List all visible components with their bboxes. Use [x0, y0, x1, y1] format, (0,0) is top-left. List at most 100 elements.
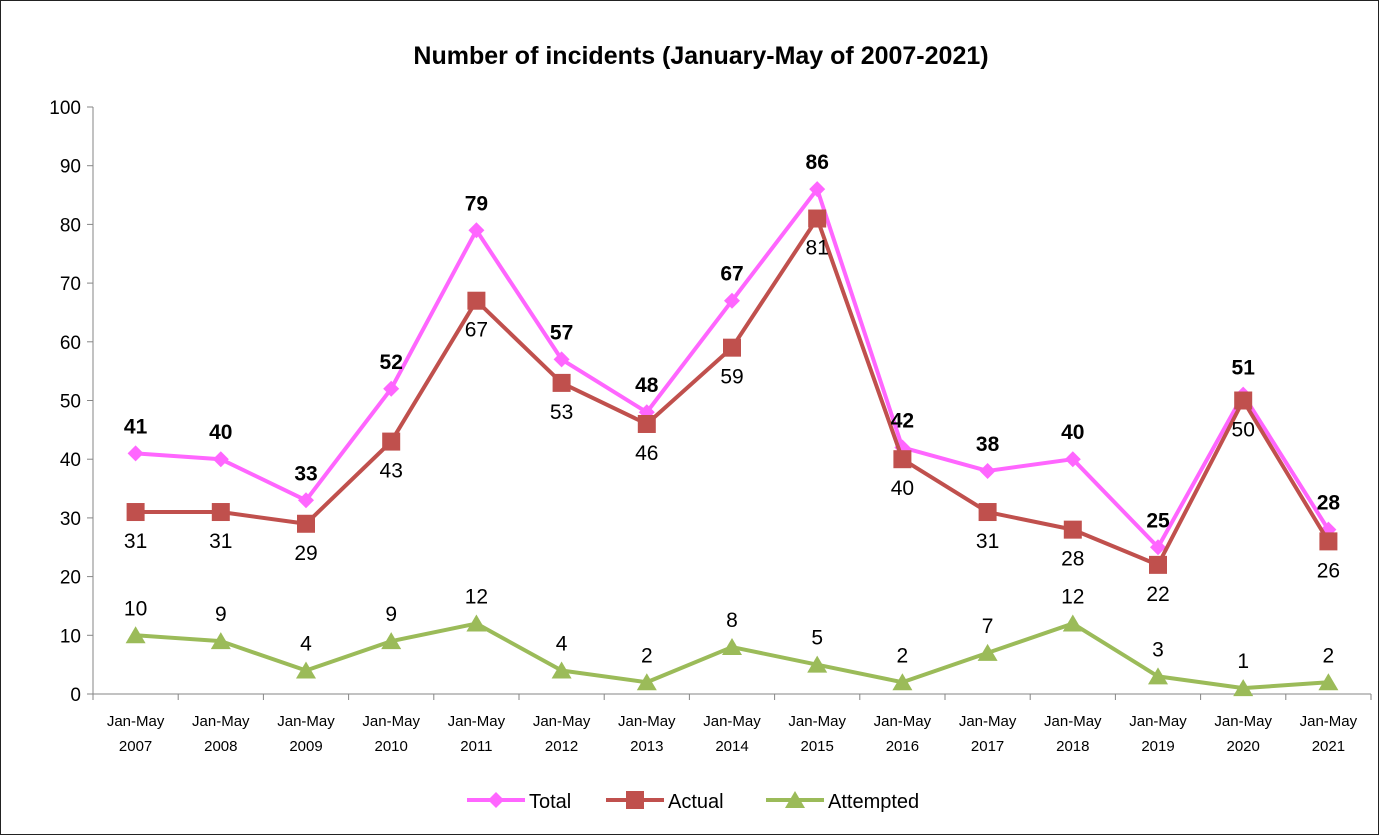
- attempted-point: [1062, 614, 1083, 632]
- chart-title: Number of incidents (January-May of 2007…: [413, 42, 988, 70]
- actual-data-label: 50: [1232, 419, 1255, 442]
- x-tick-label: Jan-May 2018: [1044, 713, 1102, 755]
- legend-label: Attempted: [828, 791, 919, 813]
- attempted-point: [807, 655, 828, 673]
- actual-point: [211, 503, 230, 522]
- attempted-point: [892, 673, 913, 691]
- actual-data-label: 31: [976, 530, 999, 553]
- actual-point: [297, 514, 315, 533]
- actual-data-label: 40: [891, 477, 914, 500]
- attempted-data-label: 4: [556, 633, 568, 656]
- total-data-label: 57: [550, 321, 573, 344]
- total-data-label: 51: [1232, 357, 1256, 380]
- actual-data-label: 22: [1146, 583, 1169, 606]
- legend-label: Total: [529, 791, 571, 813]
- x-tick-label: Jan-May 2012: [533, 713, 591, 755]
- actual-data-label: 26: [1317, 559, 1340, 582]
- total-data-label: 40: [1061, 421, 1084, 444]
- attempted-data-label: 9: [215, 603, 227, 626]
- total-data-label: 86: [806, 151, 829, 174]
- legend-label: Actual: [668, 791, 724, 813]
- y-tick-label: 40: [60, 450, 81, 471]
- x-tick-label: Jan-May 2021: [1300, 713, 1358, 755]
- actual-data-label: 53: [550, 401, 573, 424]
- attempted-point: [636, 673, 657, 691]
- legend: Total Actual Attempted: [467, 791, 919, 813]
- attempted-data-label: 9: [385, 603, 397, 626]
- y-tick-label: 80: [60, 215, 81, 236]
- total-data-label: 33: [294, 462, 317, 485]
- x-tick-label: Jan-May 2013: [618, 713, 676, 755]
- total-point: [1150, 539, 1166, 556]
- total-data-label: 52: [380, 351, 403, 374]
- attempted-point: [296, 661, 316, 679]
- attempted-data-label: 5: [811, 627, 823, 650]
- x-tick-label: Jan-May 2015: [788, 713, 846, 755]
- attempted-point: [551, 661, 572, 679]
- series-layer: [125, 181, 1339, 697]
- attempted-point: [977, 643, 998, 661]
- legend-item-actual: Actual: [606, 791, 724, 813]
- actual-data-label: 81: [806, 237, 829, 260]
- attempted-point: [125, 626, 146, 644]
- total-point: [809, 181, 826, 198]
- actual-point: [1149, 555, 1167, 574]
- actual-data-label: 31: [124, 530, 147, 553]
- actual-point: [978, 503, 997, 522]
- attempted-data-label: 7: [982, 615, 994, 638]
- actual-data-label: 31: [209, 530, 232, 553]
- total-data-label: 48: [635, 374, 659, 397]
- y-tick-label: 30: [60, 509, 81, 530]
- x-tick-label: Jan-May 2008: [192, 713, 250, 755]
- attempted-point: [722, 638, 742, 656]
- legend-swatch-marker: [785, 791, 805, 808]
- total-point: [127, 445, 144, 462]
- actual-data-label: 28: [1061, 548, 1084, 571]
- total-data-label: 38: [976, 433, 1000, 456]
- y-tick-label: 60: [60, 333, 81, 354]
- attempted-point: [381, 632, 402, 650]
- y-tick-label: 10: [60, 626, 81, 647]
- attempted-point: [466, 614, 487, 632]
- attempted-data-label: 4: [300, 633, 312, 656]
- x-tick-label: Jan-May 2009: [277, 713, 335, 755]
- attempted-point: [1233, 679, 1254, 697]
- y-tick-label: 100: [49, 98, 81, 119]
- y-tick-label: 0: [70, 685, 81, 706]
- total-point: [1064, 451, 1081, 468]
- actual-point: [552, 373, 571, 392]
- legend-swatch-marker: [626, 791, 644, 809]
- actual-point: [1319, 532, 1338, 551]
- actual-data-label: 59: [720, 366, 743, 389]
- attempted-data-label: 12: [1061, 586, 1084, 609]
- actual-point: [467, 291, 486, 310]
- actual-point: [637, 414, 656, 433]
- total-point: [468, 222, 485, 239]
- total-data-label: 67: [720, 263, 743, 286]
- attempted-point: [1148, 667, 1168, 685]
- total-data-label: 25: [1146, 509, 1170, 532]
- total-point: [212, 451, 229, 468]
- legend-swatch-marker: [488, 792, 504, 808]
- y-tick-label: 90: [60, 157, 81, 178]
- attempted-data-label: 2: [897, 644, 909, 667]
- attempted-data-label: 2: [1323, 644, 1335, 667]
- actual-point: [126, 503, 145, 522]
- x-tick-label: Jan-May 2014: [703, 713, 761, 755]
- attempted-data-label: 2: [641, 644, 653, 667]
- total-data-label: 79: [465, 192, 488, 215]
- x-tick-label: Jan-May 2019: [1129, 713, 1187, 755]
- actual-data-label: 67: [465, 319, 488, 342]
- actual-data-label: 46: [635, 442, 658, 465]
- x-tick-label: Jan-May 2017: [959, 713, 1017, 755]
- actual-point: [723, 338, 741, 357]
- total-point: [383, 380, 400, 397]
- attempted-data-label: 8: [726, 609, 738, 632]
- actual-point: [382, 432, 401, 451]
- legend-item-total: Total: [467, 791, 571, 813]
- x-tick-label: Jan-May 2011: [448, 713, 506, 755]
- x-tick-label: Jan-May 2010: [362, 713, 420, 755]
